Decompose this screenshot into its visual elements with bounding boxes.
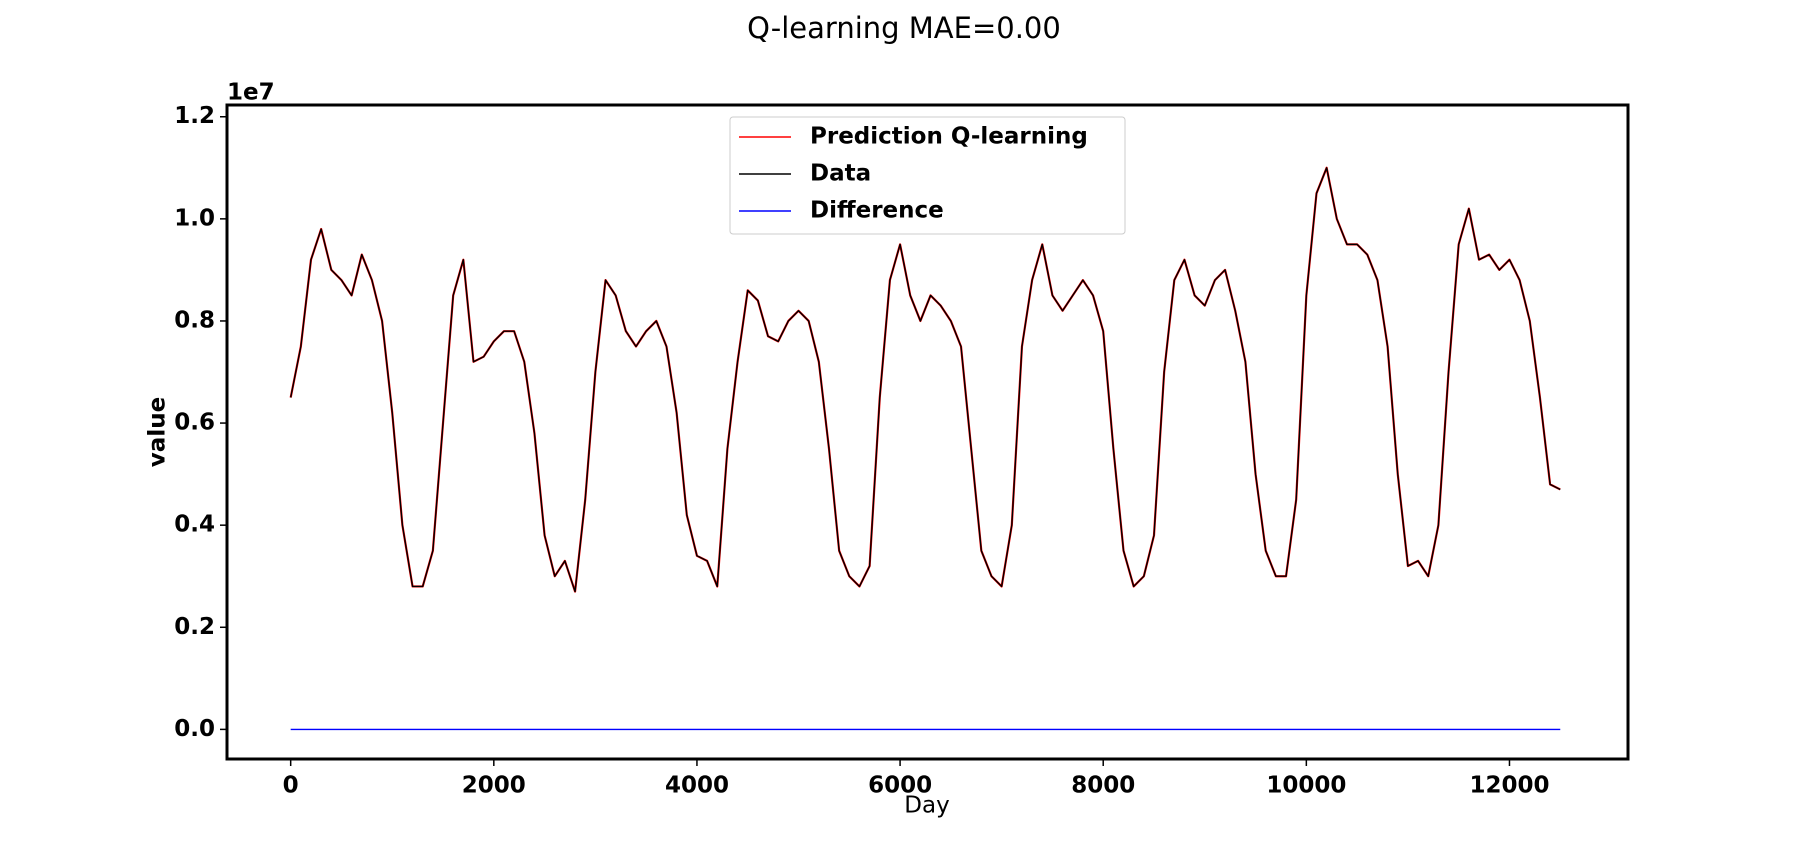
x-tick-label: 4000 xyxy=(665,773,729,799)
legend-label: Difference xyxy=(810,198,944,224)
y-tick-label: 0.2 xyxy=(174,614,215,640)
y-tick-label: 0.4 xyxy=(174,512,215,538)
y-tick-label: 0.6 xyxy=(174,410,215,436)
y-tick-label: 1.2 xyxy=(174,103,215,129)
x-tick-label: 8000 xyxy=(1071,773,1135,799)
x-axis-label: Day xyxy=(904,793,949,819)
y-tick-label: 0.0 xyxy=(174,716,215,742)
y-tick-label: 1.0 xyxy=(174,205,215,231)
x-tick-label: 12000 xyxy=(1469,773,1549,799)
plot-frame xyxy=(225,103,1630,761)
series-line xyxy=(289,167,1561,593)
y-offset-label: 1e7 xyxy=(227,80,275,106)
x-tick-label: 2000 xyxy=(462,773,526,799)
chart-title: Q-learning MAE=0.00 xyxy=(747,11,1061,45)
x-tick-label: 6000 xyxy=(868,773,932,799)
legend-label: Prediction Q-learning xyxy=(810,124,1088,150)
y-tick-label: 0.8 xyxy=(174,307,215,333)
x-tick-label: 0 xyxy=(283,773,299,799)
legend-box xyxy=(729,116,1126,235)
y-axis-label: value xyxy=(145,397,171,467)
legend-label: Data xyxy=(810,161,871,187)
x-tick-label: 10000 xyxy=(1266,773,1346,799)
